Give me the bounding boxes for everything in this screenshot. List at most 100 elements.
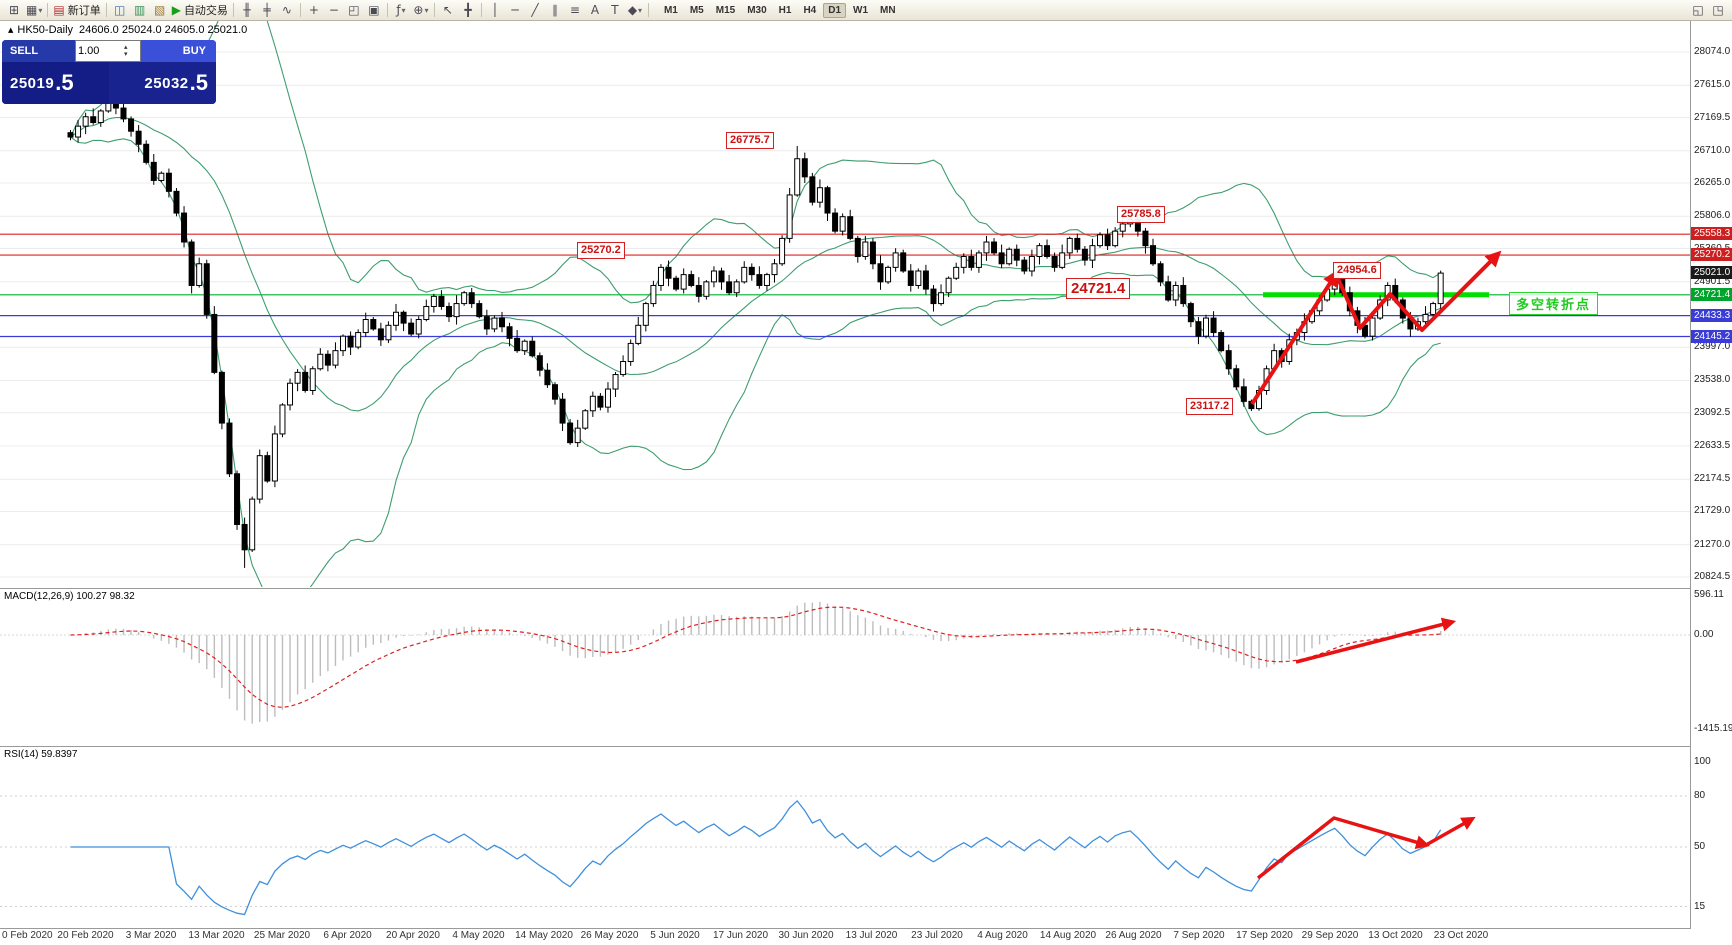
rsi-axis-value: 50 [1694, 841, 1706, 852]
trendline-tool-button[interactable]: ╱ [525, 2, 545, 19]
timeframe-m15[interactable]: M15 [715, 4, 736, 16]
arrange-windows-button[interactable]: ▣ [364, 2, 384, 19]
timeframe-d1[interactable]: D1 [823, 2, 847, 18]
price-tick: 27169.5 [1694, 111, 1731, 123]
price-annotation-24721.4[interactable]: 24721.4 [1066, 278, 1131, 299]
sell-button[interactable]: 25019.5 [2, 62, 109, 104]
timeframe-m30[interactable]: M30 [747, 4, 767, 16]
market-watch-icon: ◫ [114, 3, 126, 17]
label-tool-button[interactable]: T [605, 2, 625, 19]
new-order-label: 新订单 [67, 5, 101, 17]
window-list-button[interactable]: ◳ [1708, 2, 1728, 19]
buy-button[interactable]: 25032.5 [109, 62, 216, 104]
zoom-out-button[interactable]: − [324, 2, 344, 19]
shapes-tool-button[interactable]: ◆ ▾ [625, 2, 645, 19]
chart-profiles-dropdown-icon[interactable]: ▾ [38, 5, 43, 15]
toolbar-buttons: ⊞ ▦ ▾ ▤ 新订单 ◫ ▥ ▧ ▶ 自动交易 ╫ ╪ ∿ + − ◰ ▣ ƒ ▾ ⊕ ▾ ↖ ╋ │ ─ ╱ ∥ ≡ A T ◆ ▾ [4, 2, 652, 19]
price-tag-24433.3: 24433.3 [1691, 308, 1732, 322]
timeframe-h4[interactable]: H4 [803, 4, 817, 16]
price-axis: 28074.0 27615.0 27169.5 26710.0 26265.0 25806… [1691, 20, 1732, 929]
add-object-dropdown-icon[interactable]: ▾ [424, 5, 429, 15]
price-annotation-25785.8[interactable]: 25785.8 [1117, 206, 1165, 223]
candlestick-mode-button[interactable]: ╪ [257, 2, 277, 19]
date-label: 14 May 2020 [515, 930, 573, 941]
crosshair-tool-button[interactable]: ╋ [458, 2, 478, 19]
text-tool-button[interactable]: A [585, 2, 605, 19]
dock-window-icon: ◱ [1692, 3, 1704, 17]
charts-grid-icon: ⊞ [8, 3, 20, 17]
price-tick: 27615.0 [1694, 79, 1731, 91]
timeframe-w1[interactable]: W1 [853, 4, 869, 16]
add-object-button[interactable]: ⊕ ▾ [411, 2, 431, 19]
price-tick: 23997.0 [1694, 341, 1731, 353]
chart-profiles-icon: ▦ [26, 3, 38, 17]
price-tick: 26265.0 [1694, 177, 1731, 188]
new-order-icon: ▤ [53, 3, 65, 17]
timeframe-m5[interactable]: M5 [689, 4, 704, 16]
date-label: 0 Feb 2020 [2, 930, 53, 941]
price-tick: 28074.0 [1694, 46, 1731, 57]
toolbar-separator [105, 3, 107, 17]
date-label: 23 Jul 2020 [911, 930, 963, 941]
auto-trading-button[interactable]: ▶ 自动交易 [170, 2, 230, 19]
price-tick: 26710.0 [1694, 144, 1731, 156]
navigator-button[interactable]: ▧ [150, 2, 170, 19]
channel-tool-button[interactable]: ∥ [545, 2, 565, 19]
charts-grid-button[interactable]: ⊞ [4, 2, 24, 19]
chart-symbol-period: HK50-Daily [17, 24, 74, 36]
macd-axis-value: -1415.19 [1694, 722, 1732, 734]
price-tick: 21270.0 [1694, 538, 1731, 550]
timeframe-m1[interactable]: M1 [663, 4, 678, 16]
line-chart-mode-button[interactable]: ∿ [277, 2, 297, 19]
bar-chart-mode-button[interactable]: ╫ [237, 2, 257, 19]
volume-up-icon[interactable]: ▴ [124, 43, 128, 51]
timeframe-group: M1 M5 M15 M30 H1 H4 D1 W1 MN [658, 2, 902, 18]
turning-point-label[interactable]: 多空转折点 [1509, 292, 1599, 315]
date-label: 20 Apr 2020 [386, 930, 440, 941]
data-window-button[interactable]: ▥ [130, 2, 150, 19]
timeframe-h1[interactable]: H1 [778, 4, 792, 16]
shapes-tool-dropdown-icon[interactable]: ▾ [638, 5, 643, 15]
date-label: 26 Aug 2020 [1105, 930, 1162, 941]
date-label: 17 Jun 2020 [712, 930, 769, 941]
collapse-arrow-icon[interactable]: ▲ [8, 26, 14, 34]
volume-down-icon[interactable]: ▾ [124, 50, 128, 58]
vertical-line-tool-button[interactable]: │ [485, 2, 505, 19]
indicators-button[interactable]: ƒ ▾ [391, 2, 411, 19]
zoom-in-button[interactable]: + [304, 2, 324, 19]
cursor-tool-button[interactable]: ↖ [438, 2, 458, 19]
toolbar-separator [299, 3, 301, 17]
rsi-axis-value: 80 [1694, 790, 1706, 801]
chart-ohlc-values: 24606.0 25024.0 24605.0 25021.0 [79, 24, 248, 36]
candlestick-mode-icon: ╪ [263, 3, 271, 17]
timeframe-mn[interactable]: MN [880, 4, 896, 16]
price-annotation-25270.2[interactable]: 25270.2 [577, 242, 625, 259]
tile-windows-button[interactable]: ◰ [344, 2, 364, 19]
navigator-icon: ▧ [154, 3, 166, 17]
crosshair-tool-icon: ╋ [464, 3, 472, 17]
price-tag-24145.2: 24145.2 [1691, 329, 1732, 343]
toolbar-separator [47, 3, 49, 17]
price-annotation-26775.7[interactable]: 26775.7 [726, 132, 774, 149]
date-label: 13 Oct 2020 [1368, 930, 1423, 941]
price-annotation-24954.6[interactable]: 24954.6 [1333, 262, 1381, 279]
horizontal-line-tool-button[interactable]: ─ [505, 2, 525, 19]
dock-window-button[interactable]: ◱ [1688, 2, 1708, 19]
fibonacci-tool-button[interactable]: ≡ [565, 2, 585, 19]
toolbar-separator [433, 3, 435, 17]
indicators-dropdown-icon[interactable]: ▾ [401, 5, 406, 15]
new-order-button[interactable]: ▤ 新订单 [51, 2, 102, 19]
price-tag-25270.2: 25270.2 [1691, 248, 1732, 262]
toolbar: ⊞ ▦ ▾ ▤ 新订单 ◫ ▥ ▧ ▶ 自动交易 ╫ ╪ ∿ + − ◰ ▣ ƒ ▾ ⊕ ▾ ↖ ╋ │ ─ ╱ ∥ ≡ A T ◆ ▾ M1… [0, 0, 1732, 21]
date-label: 17 Sep 2020 [1236, 930, 1293, 941]
auto-trading-icon: ▶ [171, 3, 181, 17]
add-object-icon: ⊕ [413, 3, 424, 17]
chart-profiles-button[interactable]: ▦ ▾ [24, 2, 44, 19]
volume-input[interactable] [76, 45, 124, 57]
tile-windows-icon: ◰ [348, 3, 360, 17]
date-label: 23 Oct 2020 [1433, 930, 1489, 941]
arrange-windows-icon: ▣ [368, 3, 380, 17]
market-watch-button[interactable]: ◫ [110, 2, 130, 19]
price-annotation-23117.2[interactable]: 23117.2 [1186, 398, 1234, 415]
